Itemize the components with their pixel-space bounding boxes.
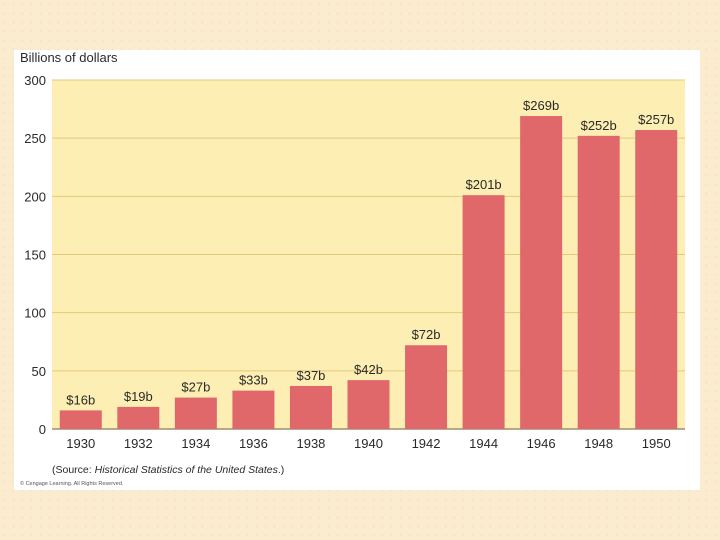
x-tick-label: 1948 (584, 436, 613, 451)
bar-1950 (635, 130, 678, 430)
data-label: $252b (581, 118, 617, 133)
y-axis-title: Billions of dollars (20, 50, 118, 65)
x-tick-label: 1936 (239, 436, 268, 451)
y-tick-label: 100 (24, 306, 46, 321)
x-tick-label: 1934 (181, 436, 210, 451)
bar-1936 (232, 390, 275, 429)
data-label: $257b (638, 112, 674, 127)
bar-1934 (174, 397, 217, 429)
data-label: $201b (466, 177, 502, 192)
data-label: $42b (354, 362, 383, 377)
x-tick-label: 1942 (412, 436, 441, 451)
y-tick-label: 200 (24, 189, 46, 204)
y-tick-label: 300 (24, 73, 46, 88)
x-tick-label: 1930 (66, 436, 95, 451)
x-tick-label: 1932 (124, 436, 153, 451)
data-label: $19b (124, 389, 153, 404)
y-tick-label: 250 (24, 131, 46, 146)
bar-chart: $16b $19b $27b $33b $37b $42b $72b $201b $269b $2… (24, 73, 685, 451)
y-tick-label: 50 (32, 364, 46, 379)
bar-1942 (405, 345, 448, 429)
source-note: (Source: Historical Statistics of the Un… (52, 464, 285, 476)
y-tick-label: 150 (24, 248, 46, 263)
x-tick-label: 1944 (469, 436, 498, 451)
bar-1948 (577, 135, 620, 429)
data-label: $33b (239, 373, 268, 388)
x-tick-label: 1940 (354, 436, 383, 451)
y-tick-label: 0 (39, 422, 46, 437)
bar-1938 (289, 385, 332, 429)
bar-1940 (347, 380, 390, 429)
x-tick-label: 1938 (296, 436, 325, 451)
copyright-note: © Cengage Learning. All Rights Reserved. (20, 481, 124, 487)
bar-1946 (520, 116, 563, 430)
data-label: $27b (181, 380, 210, 395)
data-label: $269b (523, 98, 559, 113)
data-label: $16b (66, 392, 95, 407)
data-label: $37b (296, 368, 325, 383)
x-tick-label: 1950 (642, 436, 671, 451)
x-tick-label: 1946 (527, 436, 556, 451)
bar-1944 (462, 195, 505, 429)
chart-card: Billions of dollars $16b $19b $27b $33b $37b… (14, 50, 700, 490)
bar-1930 (59, 410, 102, 429)
bar-1932 (117, 406, 160, 429)
data-label: $72b (412, 327, 441, 342)
